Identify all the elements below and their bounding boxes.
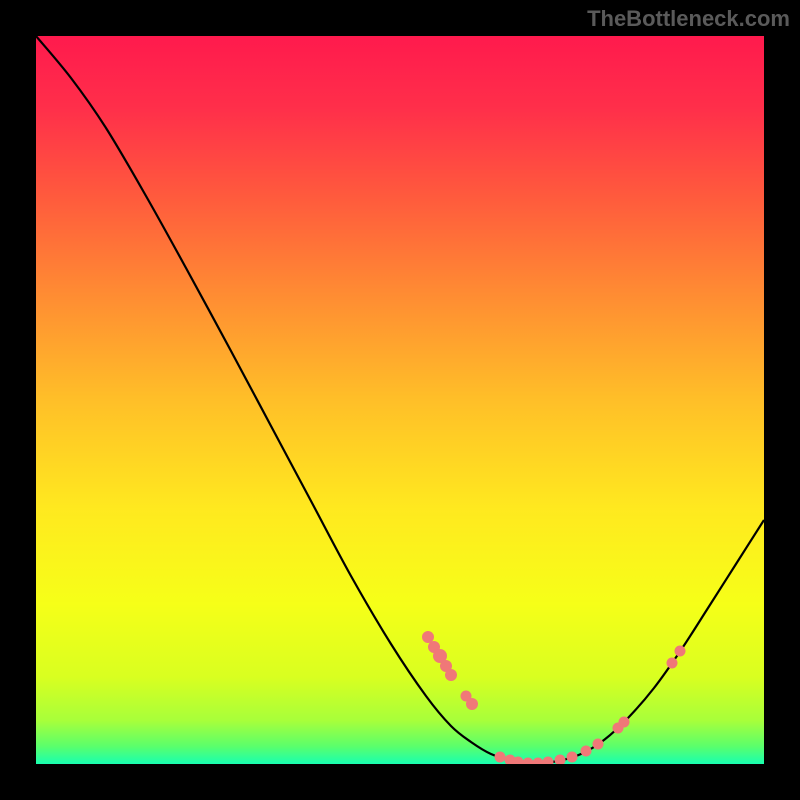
curve-layer xyxy=(36,36,764,764)
data-marker xyxy=(533,758,544,765)
data-marker xyxy=(445,669,457,681)
data-marker xyxy=(543,757,554,765)
bottleneck-curve xyxy=(36,36,764,763)
data-marker xyxy=(495,752,506,763)
chart-area xyxy=(36,36,764,764)
data-marker xyxy=(466,698,478,710)
data-marker xyxy=(567,752,578,763)
data-marker xyxy=(593,739,604,750)
data-marker xyxy=(422,631,434,643)
data-marker xyxy=(581,746,592,757)
watermark-text: TheBottleneck.com xyxy=(587,6,790,32)
data-marker xyxy=(675,646,686,657)
data-marker xyxy=(619,717,630,728)
data-marker xyxy=(667,658,678,669)
data-marker xyxy=(555,755,566,765)
data-marker xyxy=(523,758,534,765)
